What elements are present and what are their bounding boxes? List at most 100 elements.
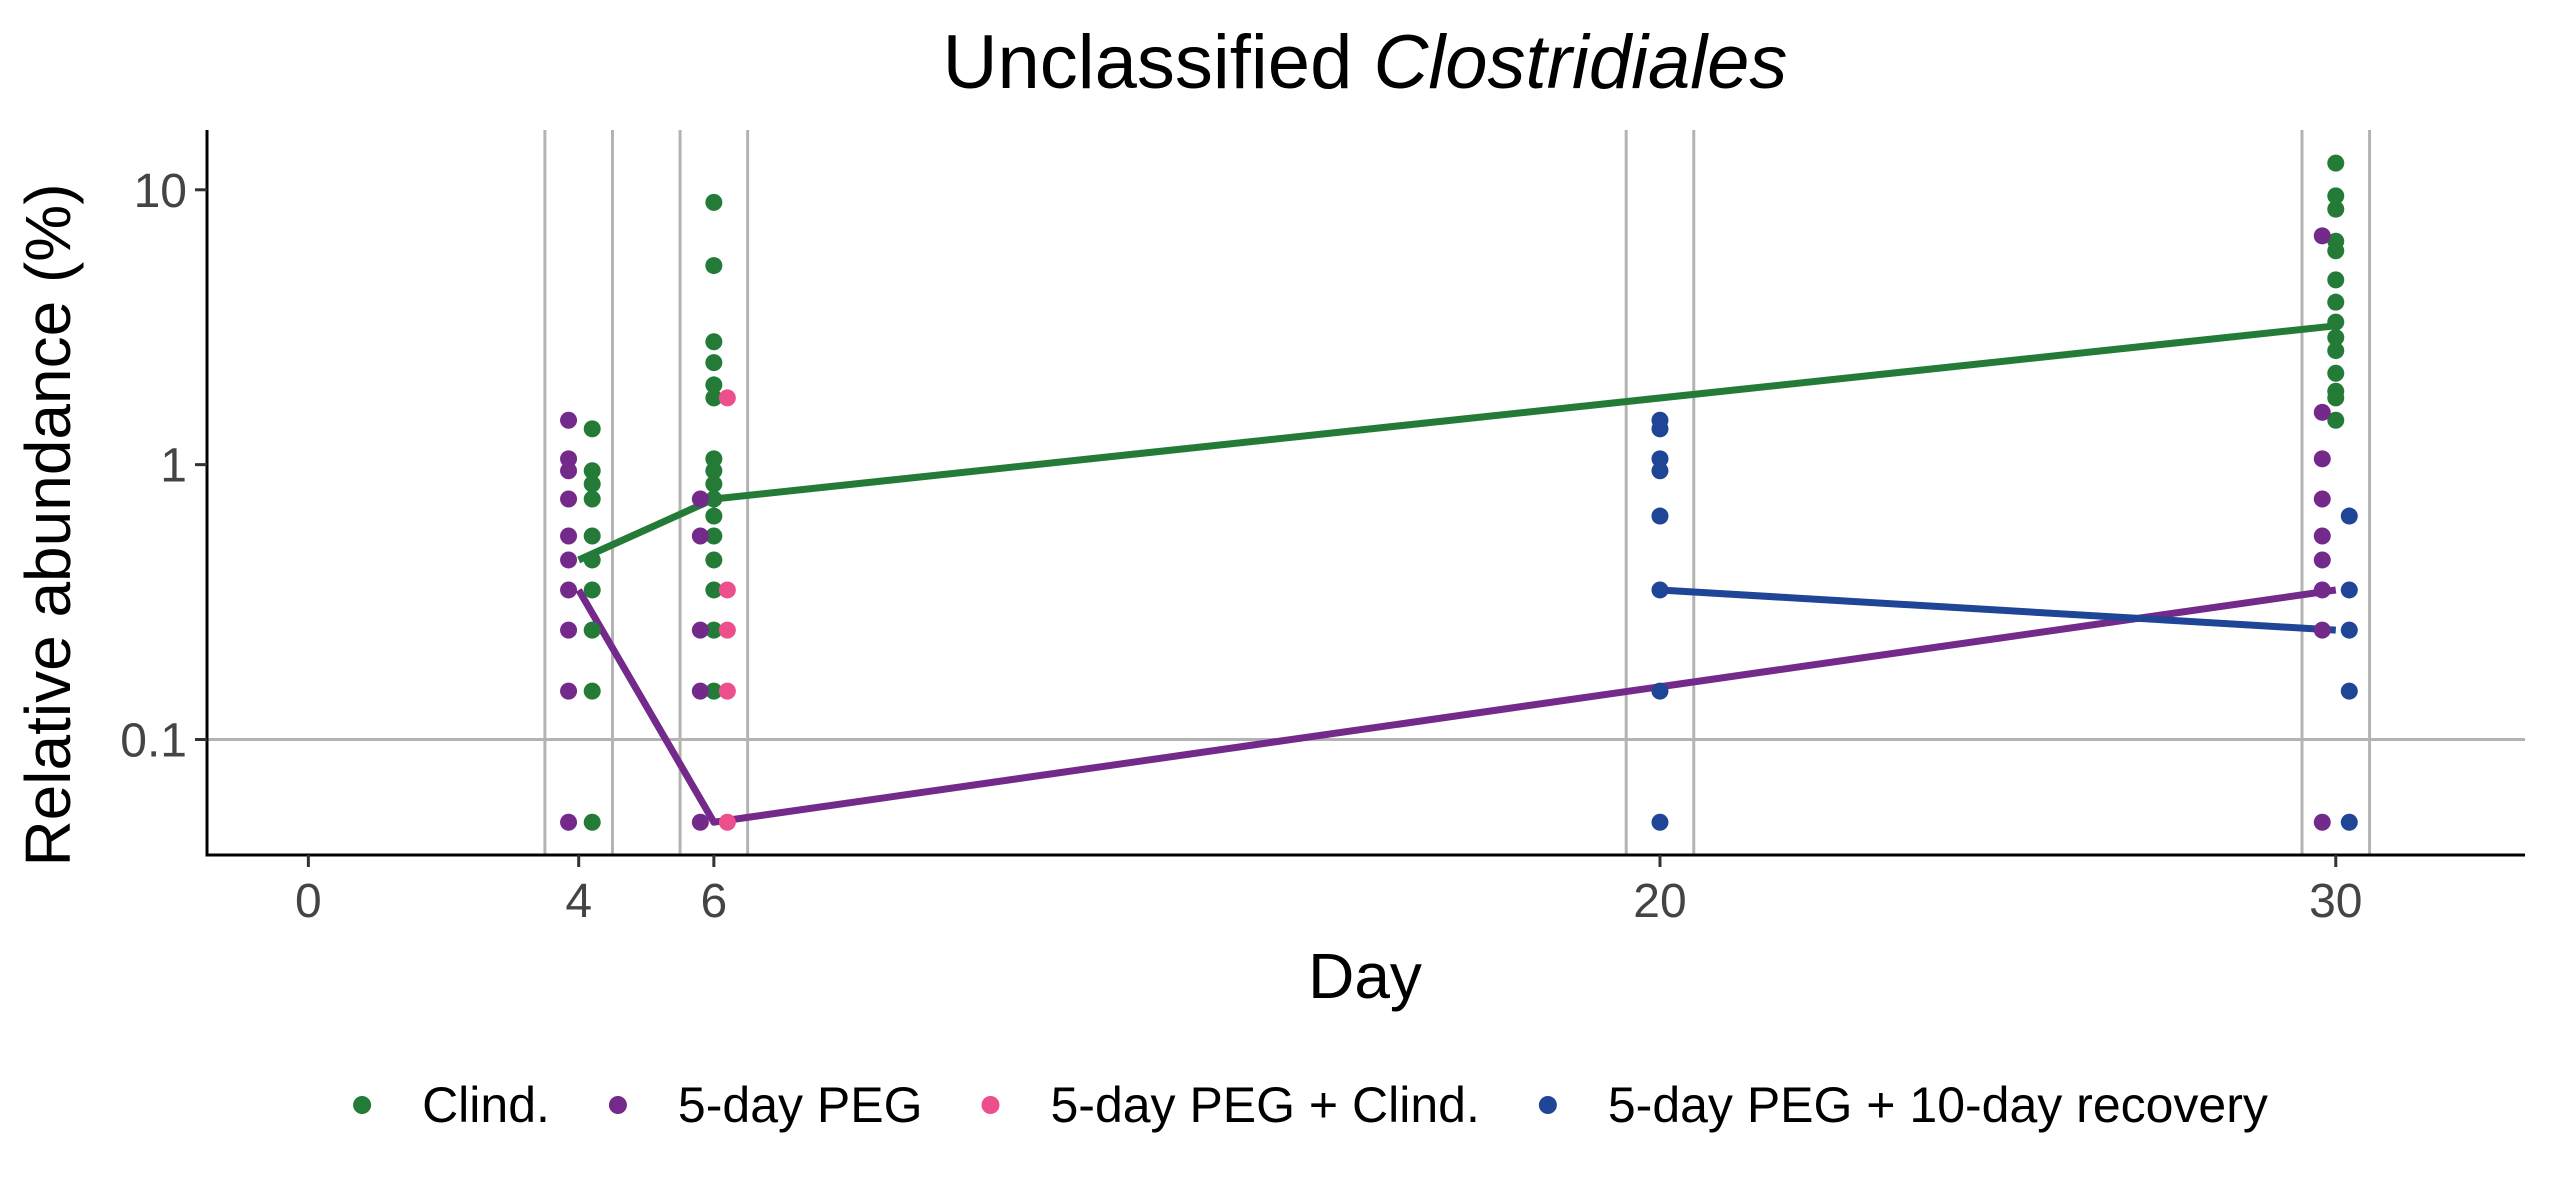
- data-point-series-2: [718, 682, 736, 700]
- data-point-series-1: [2313, 227, 2331, 245]
- data-point-series-3: [2340, 507, 2358, 525]
- data-point-series-1: [560, 813, 578, 831]
- data-point-series-3: [1651, 420, 1669, 438]
- legend-label: Clind.: [422, 1077, 550, 1133]
- x-axis-title: Day: [1308, 940, 1422, 1012]
- trend-line-series-1: [575, 586, 2337, 826]
- data-point-series-1: [560, 411, 578, 429]
- grid-lines: [207, 130, 2525, 855]
- data-point-series-0: [2327, 271, 2345, 289]
- data-point-series-1: [2313, 527, 2331, 545]
- data-point-series-3: [2340, 682, 2358, 700]
- axes: [195, 130, 2525, 867]
- data-point-series-0: [2327, 293, 2345, 311]
- data-point-series-0: [705, 527, 723, 545]
- data-point-series-3: [1651, 581, 1669, 599]
- data-point-series-0: [2327, 154, 2345, 172]
- x-tick-label: 6: [700, 875, 727, 928]
- data-point-series-3: [2340, 621, 2358, 639]
- data-point-series-3: [2340, 581, 2358, 599]
- x-tick-label: 20: [1633, 875, 1686, 928]
- legend-item-1: 5-day PEG: [608, 1077, 923, 1133]
- data-point-series-1: [691, 490, 709, 508]
- data-point-series-0: [705, 462, 723, 480]
- data-point-series-0: [705, 551, 723, 569]
- data-point-series-3: [1651, 813, 1669, 831]
- y-tick-label: 10: [134, 165, 187, 218]
- data-point-series-3: [1651, 507, 1669, 525]
- legend-swatch: [608, 1096, 627, 1114]
- data-point-series-0: [583, 490, 601, 508]
- data-point-series-0: [705, 621, 723, 639]
- data-point-series-0: [705, 490, 723, 508]
- chart-title-main: Unclassified: [943, 20, 1353, 105]
- data-point-series-0: [583, 813, 601, 831]
- data-point-series-0: [2327, 342, 2345, 360]
- data-point-series-0: [583, 420, 601, 438]
- data-point-series-0: [705, 475, 723, 493]
- data-point-series-0: [2327, 411, 2345, 429]
- data-point-series-1: [2313, 490, 2331, 508]
- legend-item-3: 5-day PEG + 10-day recovery: [1538, 1077, 2268, 1133]
- data-point-series-1: [691, 621, 709, 639]
- data-point-series-1: [560, 450, 578, 468]
- data-point-series-1: [560, 462, 578, 480]
- data-point-series-0: [583, 462, 601, 480]
- data-point-series-1: [560, 490, 578, 508]
- chart-title: Unclassified Clostridiales: [943, 20, 1788, 105]
- y-tick-label: 0.1: [120, 714, 187, 767]
- trend-lines: [575, 322, 2337, 826]
- data-point-series-1: [691, 682, 709, 700]
- legend-item-2: 5-day PEG + Clind.: [981, 1077, 1480, 1133]
- data-point-series-0: [2327, 313, 2345, 331]
- data-point-series-2: [718, 389, 736, 407]
- data-point-series-0: [705, 682, 723, 700]
- data-point-series-0: [705, 389, 723, 407]
- data-point-series-0: [2327, 364, 2345, 382]
- data-point-series-0: [2327, 242, 2345, 260]
- data-point-series-0: [583, 581, 601, 599]
- trend-line-series-3: [1659, 586, 2337, 634]
- data-point-series-1: [2313, 581, 2331, 599]
- data-point-series-0: [705, 354, 723, 372]
- x-tick-label: 0: [295, 875, 322, 928]
- tick-labels: 0 4 6 20 30 0.1 1 10: [120, 165, 2362, 928]
- legend: Clind. 5-day PEG 5-day PEG + Clind. 5-day P…: [353, 1077, 2268, 1133]
- trend-line-series-0: [577, 322, 2337, 564]
- data-point-series-1: [2313, 450, 2331, 468]
- legend-label: 5-day PEG + Clind.: [1050, 1077, 1479, 1133]
- data-point-series-3: [2340, 813, 2358, 831]
- data-point-series-2: [718, 813, 736, 831]
- data-point-series-1: [691, 527, 709, 545]
- data-point-series-0: [583, 621, 601, 639]
- data-point-series-0: [2327, 389, 2345, 407]
- legend-swatch: [981, 1096, 1000, 1114]
- data-point-series-0: [2327, 329, 2345, 347]
- data-point-series-0: [705, 581, 723, 599]
- data-point-series-3: [1651, 450, 1669, 468]
- data-point-series-0: [705, 193, 723, 211]
- data-point-series-0: [705, 333, 723, 351]
- data-point-series-1: [2313, 551, 2331, 569]
- y-axis-title: Relative abundance (%): [12, 183, 84, 866]
- data-point-series-0: [705, 450, 723, 468]
- data-point-series-1: [560, 682, 578, 700]
- data-point-series-0: [705, 376, 723, 394]
- data-point-series-3: [1651, 682, 1669, 700]
- data-point-series-0: [2327, 200, 2345, 218]
- legend-swatch: [353, 1096, 372, 1114]
- legend-label: 5-day PEG: [678, 1077, 923, 1133]
- y-tick-label: 1: [160, 440, 187, 493]
- legend-item-0: Clind.: [353, 1077, 550, 1133]
- data-point-series-1: [2313, 403, 2331, 421]
- data-point-series-1: [2313, 621, 2331, 639]
- data-point-series-1: [560, 551, 578, 569]
- data-point-series-0: [705, 257, 723, 275]
- legend-label: 5-day PEG + 10-day recovery: [1608, 1077, 2268, 1133]
- chart-title-taxon: Clostridiales: [1373, 20, 1787, 105]
- data-point-series-0: [705, 507, 723, 525]
- data-point-series-0: [583, 551, 601, 569]
- data-points: [560, 154, 2358, 831]
- data-point-series-0: [583, 527, 601, 545]
